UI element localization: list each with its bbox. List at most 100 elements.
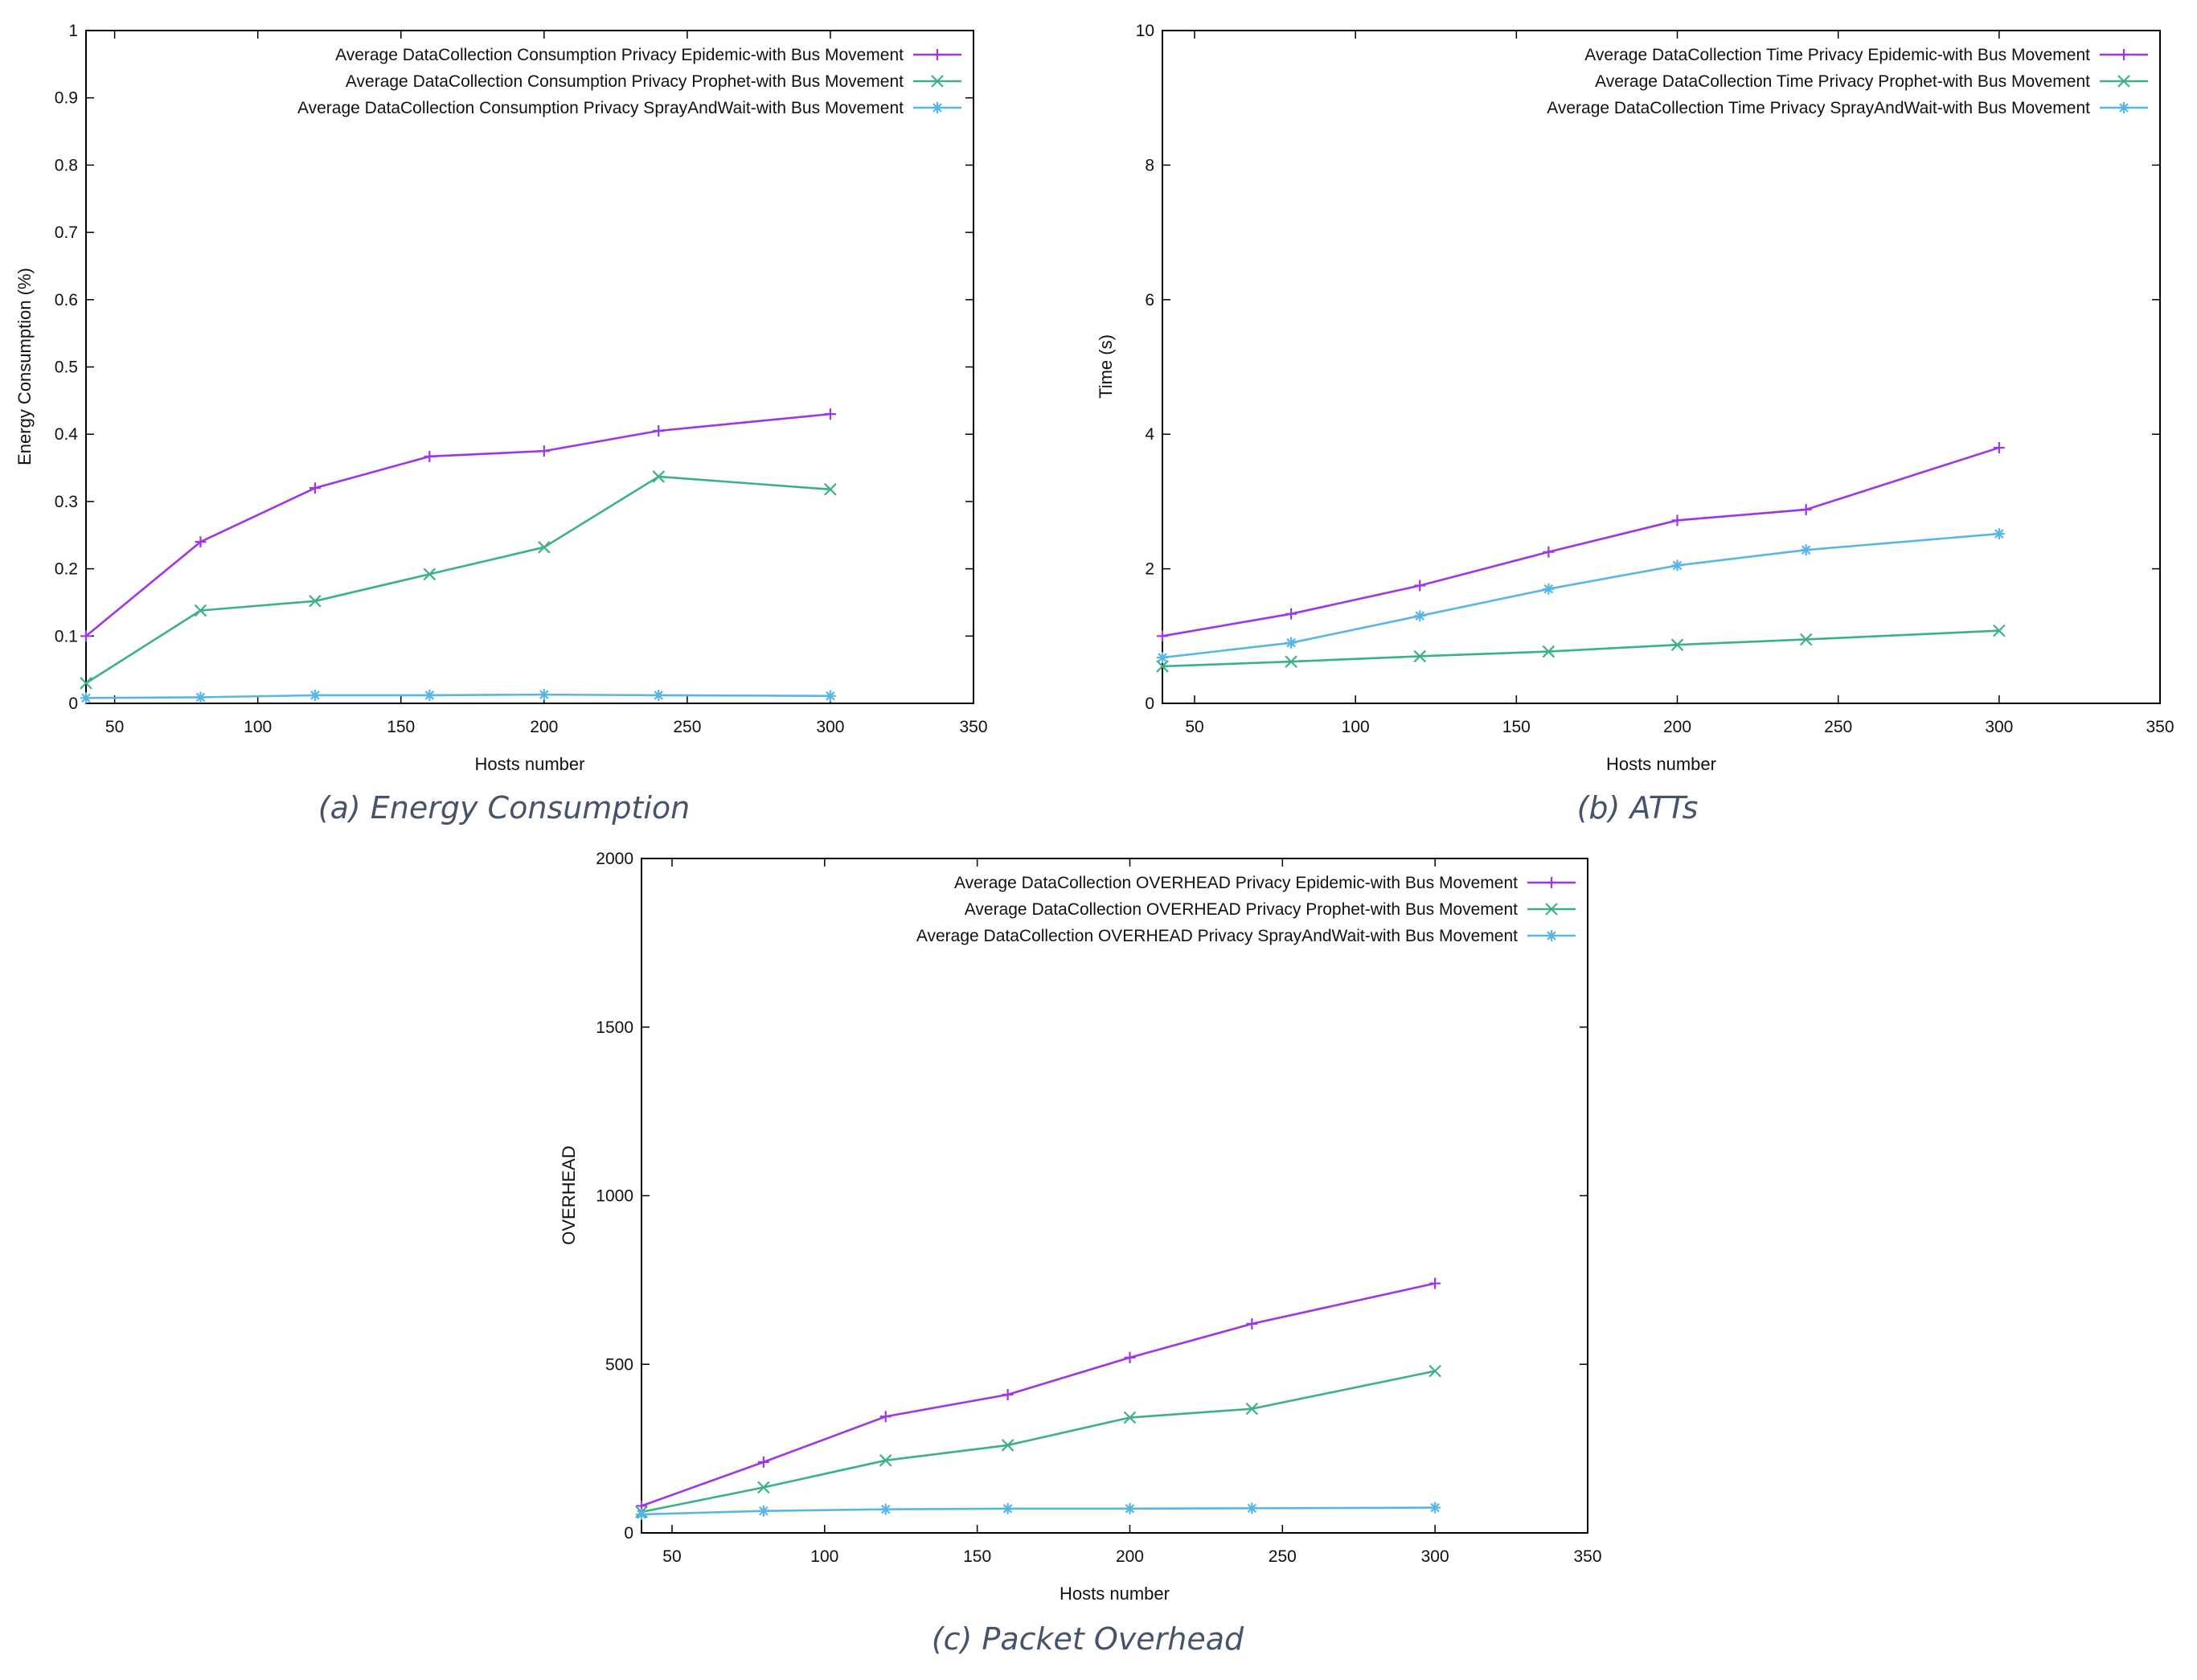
data-point: [757, 1481, 770, 1494]
y-tick-label: 500: [605, 1355, 633, 1374]
data-point: [194, 604, 207, 617]
plot-frame: [85, 30, 974, 704]
data-point: [652, 470, 666, 483]
data-point: [636, 1508, 647, 1520]
x-tick-label: 200: [1116, 1547, 1144, 1566]
data-point: [424, 689, 436, 701]
figure-caption: (a) Energy Consumption: [318, 790, 690, 826]
legend-marker: [1546, 877, 1557, 888]
legend-marker: [1546, 930, 1557, 941]
x-tick-label: 100: [244, 718, 272, 736]
data-point: [824, 408, 836, 420]
x-tick-label: 250: [1269, 1547, 1297, 1566]
legend-marker: [2118, 49, 2129, 60]
legend-label: Average DataCollection Consumption Priva…: [335, 46, 904, 64]
data-point: [1543, 546, 1555, 558]
panel-packet-overhead: 0 500 1000 1500 2000 50 100 150 200 250 300 350 Host…: [559, 850, 1602, 1657]
data-point: [1001, 1439, 1014, 1452]
figure-caption: (b) ATTs: [1577, 790, 1699, 826]
x-tick-label: 200: [1663, 718, 1691, 736]
y-axis-label: OVERHEAD: [559, 1145, 579, 1244]
x-tick-label: 300: [1985, 718, 2013, 736]
legend-label: Average DataCollection Time Privacy Prop…: [1595, 72, 2090, 91]
data-point: [423, 568, 437, 581]
data-point: [309, 594, 322, 608]
series-line: [1162, 446, 2000, 637]
x-tick-label: 250: [673, 718, 701, 736]
data-point: [1414, 580, 1426, 592]
data-point: [80, 630, 92, 642]
legend-label: Average DataCollection OVERHEAD Privacy …: [954, 874, 1518, 892]
plot-frame: [641, 858, 1588, 1534]
y-tick-label: 0.7: [55, 223, 78, 242]
data-point: [1429, 1277, 1441, 1289]
data-point: [538, 541, 551, 554]
data-point: [1993, 441, 2005, 453]
data-point: [1124, 1502, 1136, 1514]
data-point: [1157, 630, 1168, 642]
x-tick-label: 150: [963, 1547, 991, 1566]
data-point: [1671, 559, 1683, 572]
series-line: [85, 475, 831, 684]
x-axis-label: Hosts number: [1606, 754, 1716, 774]
y-tick-label: 6: [1145, 291, 1154, 309]
x-tick-label: 200: [530, 718, 558, 736]
legend-marker: [932, 49, 943, 60]
y-tick-label: 4: [1145, 425, 1154, 444]
data-point: [879, 1454, 892, 1467]
data-point: [824, 690, 836, 702]
y-axis-label: Time (s): [1096, 334, 1116, 399]
x-tick-label: 100: [1342, 718, 1370, 736]
data-point: [1993, 624, 2006, 637]
data-point: [1800, 544, 1812, 556]
data-point: [424, 450, 436, 462]
legend-label: Average DataCollection OVERHEAD Privacy …: [965, 900, 1518, 919]
y-tick-label: 1: [68, 22, 78, 40]
y-tick-label: 0.5: [55, 359, 78, 377]
x-tick-label: 350: [959, 718, 987, 736]
data-point: [1671, 514, 1683, 527]
data-point: [1413, 649, 1427, 663]
y-tick-label: 10: [1136, 22, 1154, 40]
x-tick-label: 50: [1185, 718, 1203, 736]
legend-label: Average DataCollection OVERHEAD Privacy …: [916, 927, 1518, 945]
y-tick-label: 0.8: [55, 156, 78, 174]
y-tick-label: 0.1: [55, 627, 78, 645]
data-point: [653, 689, 665, 701]
y-tick-label: 0.4: [55, 425, 79, 444]
x-axis-label: Hosts number: [475, 754, 585, 774]
data-point: [309, 482, 321, 494]
y-tick-label: 1000: [596, 1187, 633, 1206]
figure-caption: (c) Packet Overhead: [932, 1621, 1244, 1657]
data-point: [824, 483, 837, 496]
y-tick-label: 0.9: [55, 89, 78, 108]
data-point: [653, 425, 665, 437]
data-point: [1800, 503, 1812, 515]
data-point: [538, 445, 550, 457]
data-point: [1246, 1502, 1258, 1514]
y-tick-label: 0: [624, 1524, 633, 1543]
x-tick-label: 250: [1824, 718, 1852, 736]
legend-label: Average DataCollection Consumption Priva…: [297, 99, 904, 117]
data-point: [879, 1411, 892, 1423]
legend-marker: [2117, 75, 2130, 88]
y-tick-label: 0: [68, 695, 78, 713]
data-point: [309, 689, 321, 701]
data-point: [1670, 638, 1684, 651]
data-point: [1543, 583, 1555, 595]
data-point: [538, 689, 550, 701]
data-point: [1156, 660, 1169, 673]
x-tick-label: 350: [1573, 1547, 1601, 1566]
data-point: [1285, 637, 1297, 649]
y-tick-label: 2: [1145, 560, 1154, 579]
legend-marker: [931, 75, 944, 88]
x-tick-label: 300: [1421, 1547, 1449, 1566]
y-tick-label: 0.3: [55, 493, 78, 511]
data-point: [1542, 645, 1556, 658]
x-tick-label: 100: [810, 1547, 838, 1566]
x-tick-label: 350: [2146, 718, 2174, 736]
legend-label: Average DataCollection Time Privacy Spra…: [1547, 99, 2090, 117]
series-line: [1162, 629, 1999, 668]
y-tick-label: 1500: [596, 1018, 633, 1037]
